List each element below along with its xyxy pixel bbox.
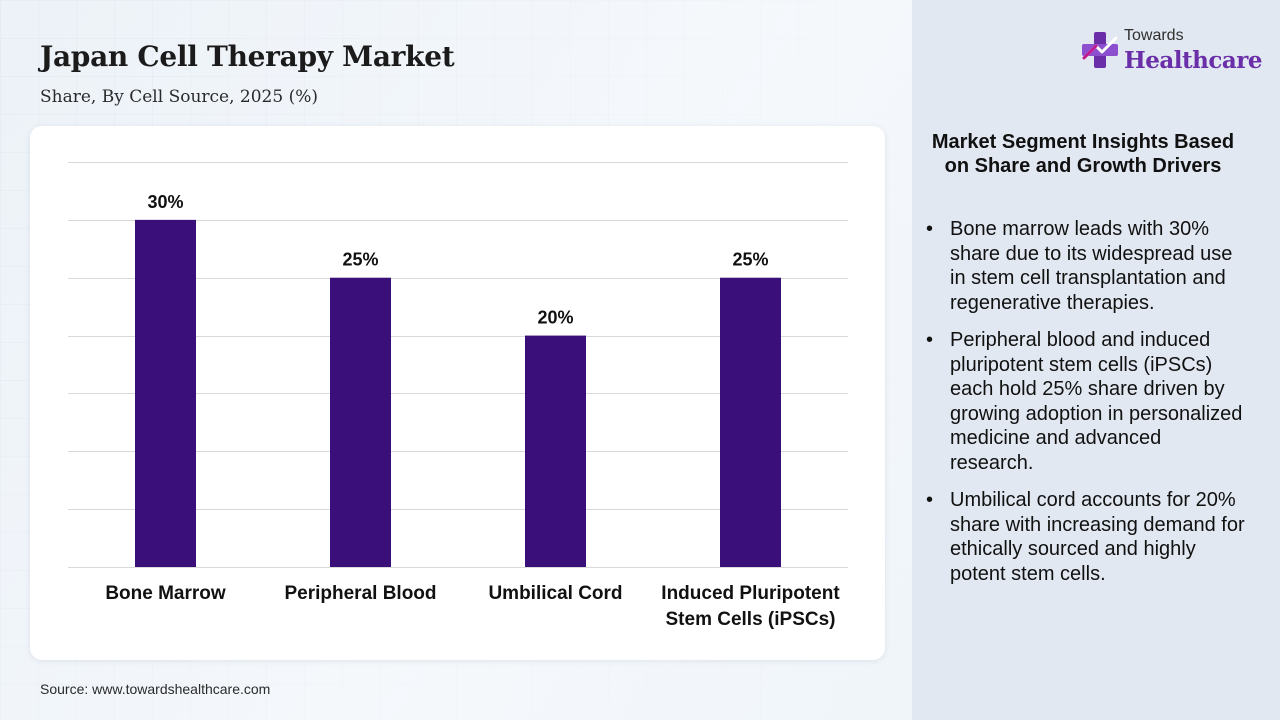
bar-chart: 30% Bone Marrow 25% Peripheral Blood 20% Umbi…	[68, 162, 848, 630]
bullet-icon: •	[926, 489, 934, 511]
insight-item: • Peripheral blood and induced pluripote…	[926, 328, 1246, 475]
insights-panel	[912, 0, 1280, 720]
bar	[525, 335, 586, 567]
medical-cross-icon	[1082, 32, 1118, 68]
page-title: Japan Cell Therapy Market	[40, 40, 455, 73]
category-label: Induced Pluripotent	[661, 583, 840, 604]
insight-item: • Bone marrow leads with 30% share due t…	[926, 217, 1246, 315]
insight-text: Bone marrow leads with 30% share due to …	[950, 218, 1233, 314]
category-label: Peripheral Blood	[284, 583, 436, 604]
bar	[330, 277, 391, 567]
data-label: 25%	[342, 250, 378, 270]
category-label: Stem Cells (iPSCs)	[666, 609, 836, 630]
logo-text-bottom: Healthcare	[1124, 47, 1263, 74]
insight-text: Peripheral blood and induced pluripotent…	[950, 329, 1243, 474]
logo-text-top: Towards	[1124, 27, 1184, 44]
bullet-icon: •	[926, 218, 934, 240]
page-subtitle: Share, By Cell Source, 2025 (%)	[40, 87, 319, 107]
data-label: 25%	[732, 250, 768, 270]
category-label: Umbilical Cord	[488, 583, 622, 604]
insight-text: Umbilical cord accounts for 20% share wi…	[950, 489, 1245, 585]
chart-card: 30% Bone Marrow 25% Peripheral Blood 20% Umbi…	[30, 126, 885, 660]
insights-list: • Bone marrow leads with 30% share due t…	[926, 217, 1246, 599]
data-label: 30%	[147, 192, 183, 212]
bar	[135, 219, 196, 567]
source-note: Source: www.towardshealthcare.com	[40, 681, 271, 697]
bullet-icon: •	[926, 329, 934, 351]
data-label: 20%	[537, 308, 573, 328]
insights-title: Market Segment Insights Based on Share a…	[931, 131, 1235, 177]
brand-logo: Towards Healthcare	[1080, 27, 1263, 77]
bar	[720, 277, 781, 567]
insight-item: • Umbilical cord accounts for 20% share …	[926, 488, 1246, 586]
category-label: Bone Marrow	[105, 583, 226, 604]
